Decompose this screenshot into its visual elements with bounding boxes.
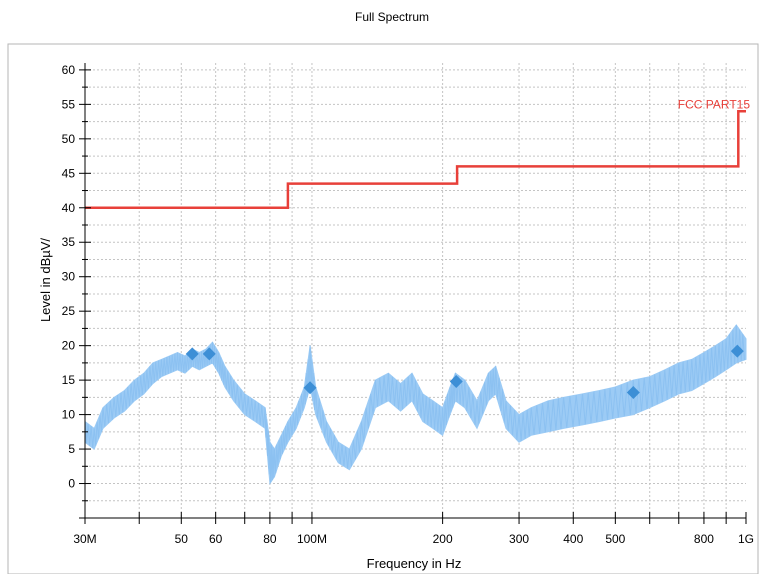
y-tick-label: 45 (62, 166, 76, 180)
x-tick-label: 80 (263, 532, 277, 546)
marker-point (303, 381, 317, 395)
spectrum-trace-line (84, 324, 745, 483)
x-tick-label: 400 (563, 532, 583, 546)
spectrum-trace (84, 324, 747, 485)
x-tick-label: 1G (738, 532, 754, 546)
y-tick-label: 20 (62, 339, 76, 353)
y-tick-label: 25 (62, 304, 76, 318)
y-axis-label: Level in dBµV/ (38, 238, 53, 322)
axes: 0 5 10 15 20 25 30 35 40 45 50 55 60 30M 50 60 80 100M 200… (62, 63, 754, 546)
y-tick-label: 30 (62, 270, 76, 284)
y-tick-label: 60 (62, 63, 76, 77)
limit-line-path (85, 110, 746, 210)
marker-group (185, 344, 744, 400)
x-tick-label: 100M (297, 532, 327, 546)
chart-title: Full Spectrum (355, 10, 429, 24)
y-tick-label: 50 (62, 132, 76, 146)
marker-point (202, 347, 216, 361)
x-axis-label: Frequency in Hz (367, 556, 462, 571)
y-tick-label: 15 (62, 373, 76, 387)
marker-point (730, 344, 744, 358)
limit-line-label: FCC PART15 (678, 97, 751, 111)
y-tick-label: 0 (68, 477, 75, 491)
plot-frame (7, 43, 759, 574)
x-tick-label: 50 (175, 532, 189, 546)
marker-point (185, 347, 199, 361)
y-tick-label: 40 (62, 201, 76, 215)
x-tick-label: 500 (605, 532, 625, 546)
y-tick-label: 35 (62, 235, 76, 249)
x-tick-label: 800 (694, 532, 714, 546)
x-tick-label: 200 (433, 532, 453, 546)
y-tick-label: 55 (62, 97, 76, 111)
x-tick-label: 300 (509, 532, 529, 546)
marker-point (626, 386, 640, 400)
x-tick-label: 30M (73, 532, 96, 546)
marker-point (449, 375, 463, 388)
limit-line: FCC PART15 (85, 97, 751, 210)
y-tick-label: 5 (68, 442, 75, 456)
y-tick-label: 10 (62, 408, 76, 422)
x-tick-label: 60 (209, 532, 223, 546)
